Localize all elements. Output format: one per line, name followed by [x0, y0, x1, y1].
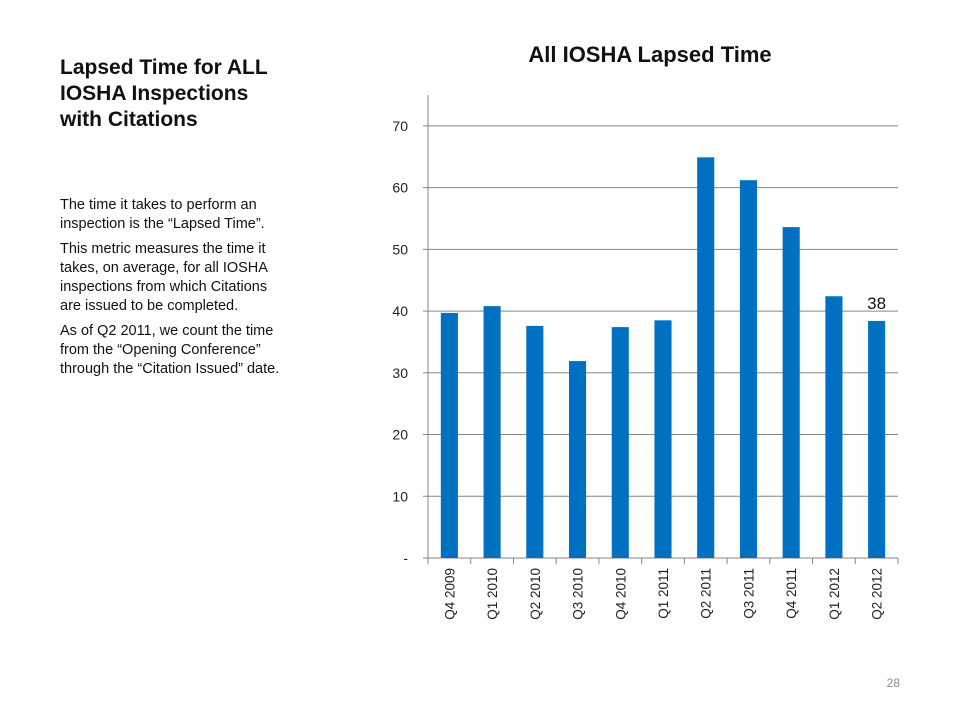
body-paragraph-metric: This metric measures the time it takes, … — [60, 241, 268, 314]
bar — [739, 180, 757, 558]
bar — [569, 361, 587, 558]
slide-title: Lapsed Time for ALL IOSHA Inspections wi… — [60, 56, 268, 131]
body-paragraph-lapsed-time: The time it takes to perform an inspecti… — [60, 197, 265, 232]
slide-body-text: The time it takes to perform an inspecti… — [60, 196, 285, 385]
bars — [440, 157, 886, 559]
x-tick-label: Q2 2011 — [699, 568, 714, 619]
x-tick-label: Q2 2012 — [870, 568, 885, 620]
data-label: 38 — [867, 294, 886, 313]
y-tick-label: - — [403, 550, 408, 566]
labels: - 10 20 30 40 50 60 70 Q4 2009 Q1 2010 Q2 2010 Q3 2… — [392, 118, 886, 620]
bar — [483, 306, 501, 558]
bar — [825, 296, 843, 558]
x-tick-label: Q3 2010 — [571, 568, 586, 620]
x-tick-label: Q3 2011 — [741, 568, 756, 619]
y-tick-label: 30 — [392, 365, 408, 381]
bar — [697, 157, 715, 559]
y-tick-label: 40 — [392, 303, 408, 319]
y-tick-label: 50 — [392, 241, 408, 257]
bar — [654, 320, 672, 558]
y-tick-label: 70 — [392, 118, 408, 134]
y-tick-label: 20 — [392, 427, 408, 443]
y-tick-label: 60 — [392, 180, 408, 196]
body-paragraph-counting: As of Q2 2011, we count the time from th… — [60, 323, 280, 377]
chart-title: All IOSHA Lapsed Time — [528, 42, 772, 67]
bar — [611, 327, 629, 558]
x-tick-label: Q4 2010 — [613, 568, 628, 620]
x-tick-label: Q1 2010 — [485, 568, 500, 620]
x-tick-label: Q2 2010 — [528, 568, 543, 620]
bar — [782, 227, 800, 559]
y-tick-label: 10 — [392, 488, 408, 504]
bar — [868, 320, 886, 558]
x-tick-label: Q4 2009 — [442, 568, 457, 620]
bar — [526, 325, 544, 558]
page-number: 28 — [886, 676, 900, 690]
x-tick-label: Q4 2011 — [784, 568, 799, 619]
x-tick-label: Q1 2012 — [827, 568, 842, 620]
bar — [440, 312, 458, 558]
x-tick-label: Q1 2011 — [656, 568, 671, 619]
